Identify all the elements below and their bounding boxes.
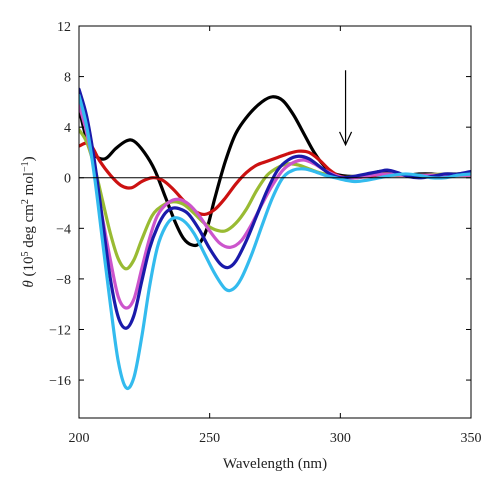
y-axis-title-exp3: −1: [20, 161, 31, 172]
annotation-layer: [339, 70, 353, 147]
y-tick-label: 12: [57, 20, 71, 35]
x-tick-label: 350: [461, 431, 482, 446]
plot-frame: [78, 25, 472, 419]
y-axis-title-symbol: θ: [21, 280, 37, 288]
y-axis-title: θ (105 deg cm2 mol−1): [20, 156, 38, 287]
x-axis-title: Wavelength (nm): [223, 456, 327, 472]
y-tick-label: −16: [49, 374, 71, 389]
x-tick-label: 200: [69, 431, 90, 446]
x-tick-label: 250: [199, 431, 220, 446]
y-axis-title-unit: mol: [21, 172, 37, 199]
series-line-5: [79, 87, 471, 330]
y-axis-title-mid: deg cm: [21, 204, 37, 252]
y-tick-label: −4: [56, 222, 71, 237]
y-axis-title-close: ): [21, 156, 37, 161]
y-tick-label: 8: [64, 71, 71, 86]
series-layer: [79, 87, 471, 391]
y-tick-label: −12: [49, 323, 71, 338]
y-tick-label: 0: [64, 172, 71, 187]
x-tick-label: 300: [330, 431, 351, 446]
y-axis-title-open: (10: [21, 257, 37, 281]
x-axis: 200 250 300 350: [69, 26, 482, 446]
arrow-head-icon: [339, 131, 353, 147]
y-axis: 12 8 4 0 −4 −8 −12 −16: [49, 20, 471, 389]
y-axis-title-exp2: 2: [20, 199, 31, 204]
y-tick-label: 4: [64, 121, 71, 136]
y-tick-label: −8: [56, 273, 71, 288]
series-line-6: [79, 93, 471, 391]
y-axis-title-exp1: 5: [20, 252, 31, 257]
